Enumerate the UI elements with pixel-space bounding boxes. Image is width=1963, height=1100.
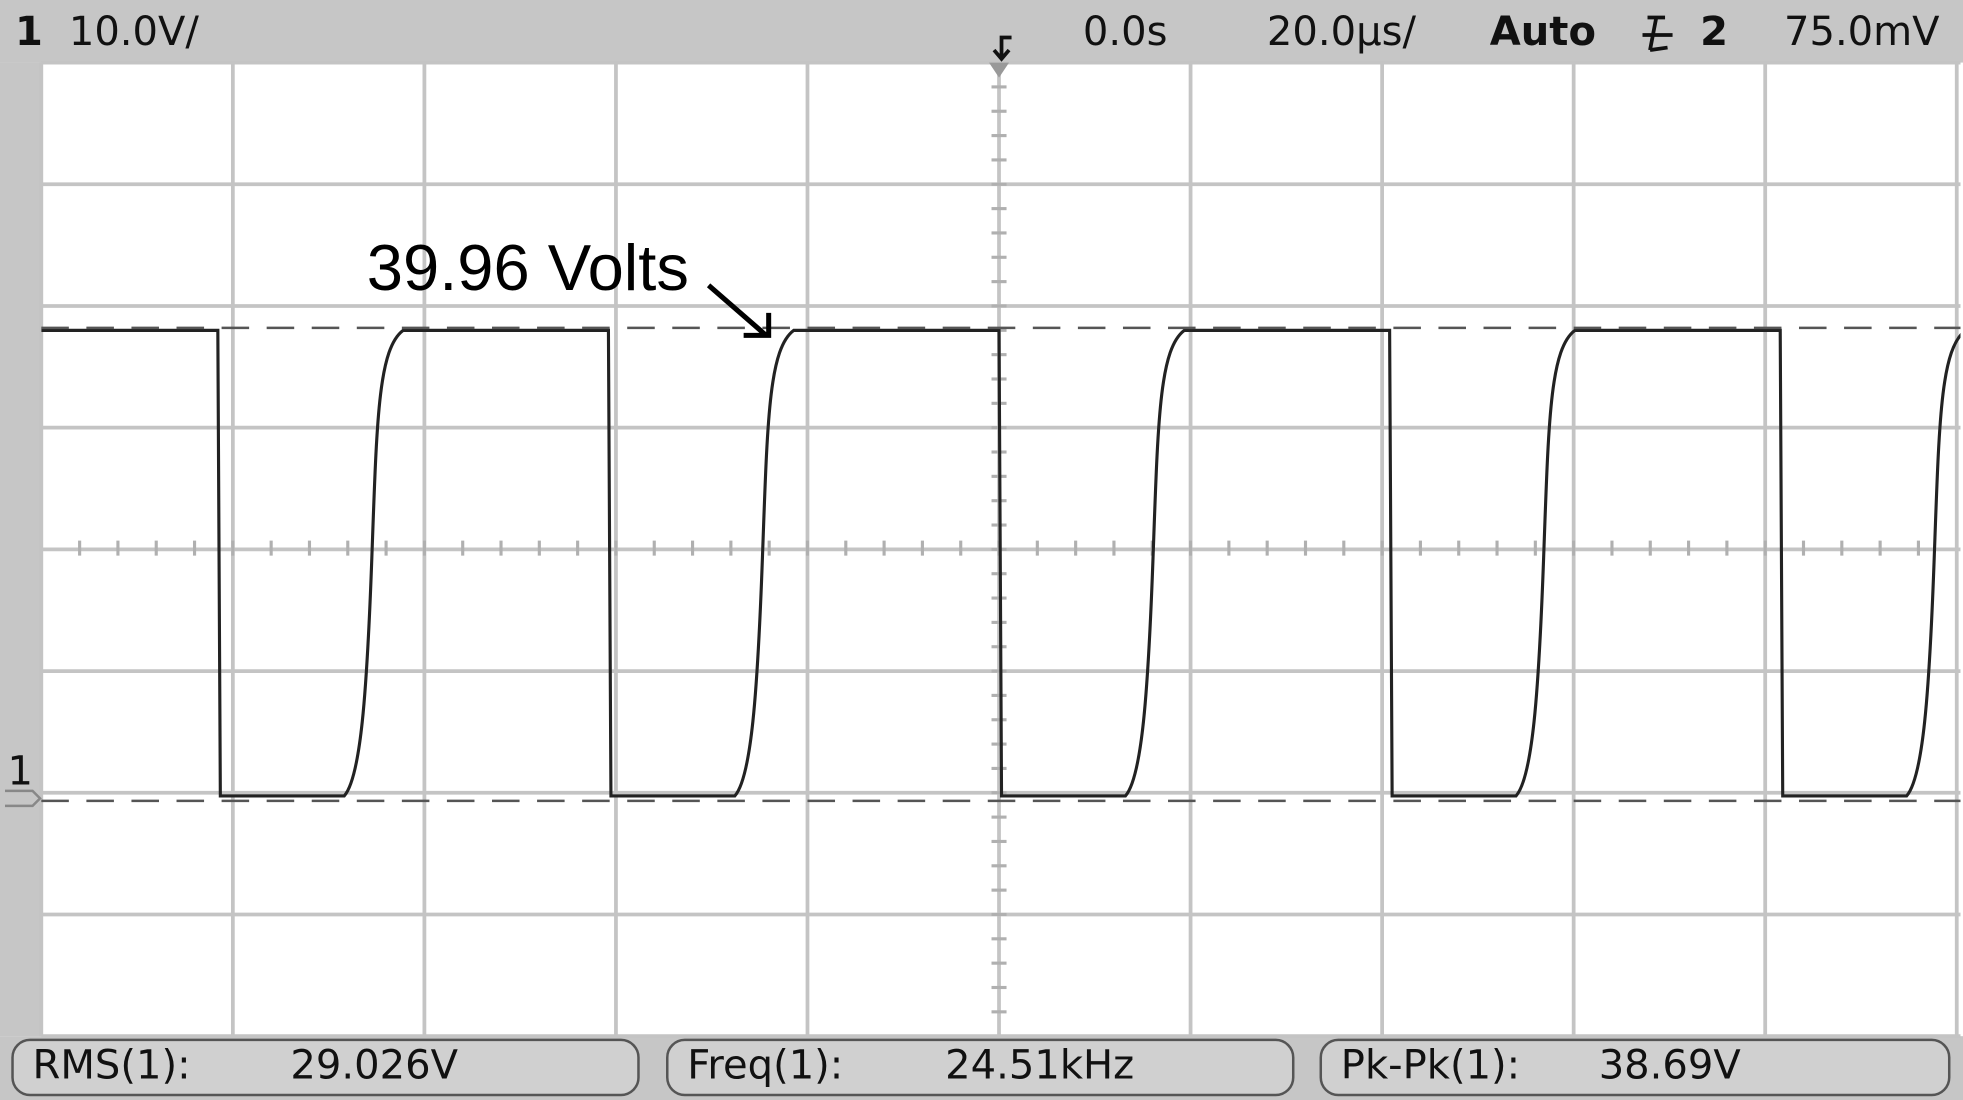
trigger-mode: Auto bbox=[1490, 9, 1596, 55]
ground-arrow bbox=[5, 789, 42, 808]
annotation: 39.96 Volts bbox=[367, 231, 689, 304]
trigger-position-icon bbox=[992, 35, 1012, 62]
top-bar bbox=[0, 0, 1963, 63]
timebase: 20.0µs/ bbox=[1267, 9, 1417, 55]
measurement-box bbox=[666, 1038, 1295, 1097]
trigger-level: 75.0mV bbox=[1784, 9, 1940, 55]
measurement-value: 24.51kHz bbox=[945, 1042, 1134, 1088]
annotation-arrow bbox=[706, 283, 772, 338]
measurement-value: 38.69V bbox=[1599, 1042, 1742, 1088]
measurement-box bbox=[11, 1038, 640, 1097]
trigger-edge-icon bbox=[1642, 15, 1673, 52]
trigger-marker bbox=[989, 62, 1010, 78]
delay: 0.0s bbox=[1083, 9, 1168, 55]
channel-number: 1 bbox=[15, 9, 43, 55]
left-bar bbox=[0, 62, 42, 1037]
measurement-box bbox=[1319, 1038, 1951, 1097]
trigger-source: 2 bbox=[1700, 9, 1728, 55]
measurement-label: Pk-Pk(1): bbox=[1341, 1042, 1520, 1088]
waveform bbox=[41, 328, 1961, 798]
vertical-scale: 10.0V/ bbox=[69, 9, 200, 55]
measurement-label: Freq(1): bbox=[687, 1042, 843, 1088]
measurement-label: RMS(1): bbox=[33, 1042, 191, 1088]
measurements: RMS(1): 29.026V Freq(1): 24.51kHz Pk-Pk(1): 3… bbox=[11, 1038, 1951, 1097]
measurement-value: 29.026V bbox=[290, 1042, 458, 1088]
ground-marker: 1 bbox=[8, 748, 33, 794]
